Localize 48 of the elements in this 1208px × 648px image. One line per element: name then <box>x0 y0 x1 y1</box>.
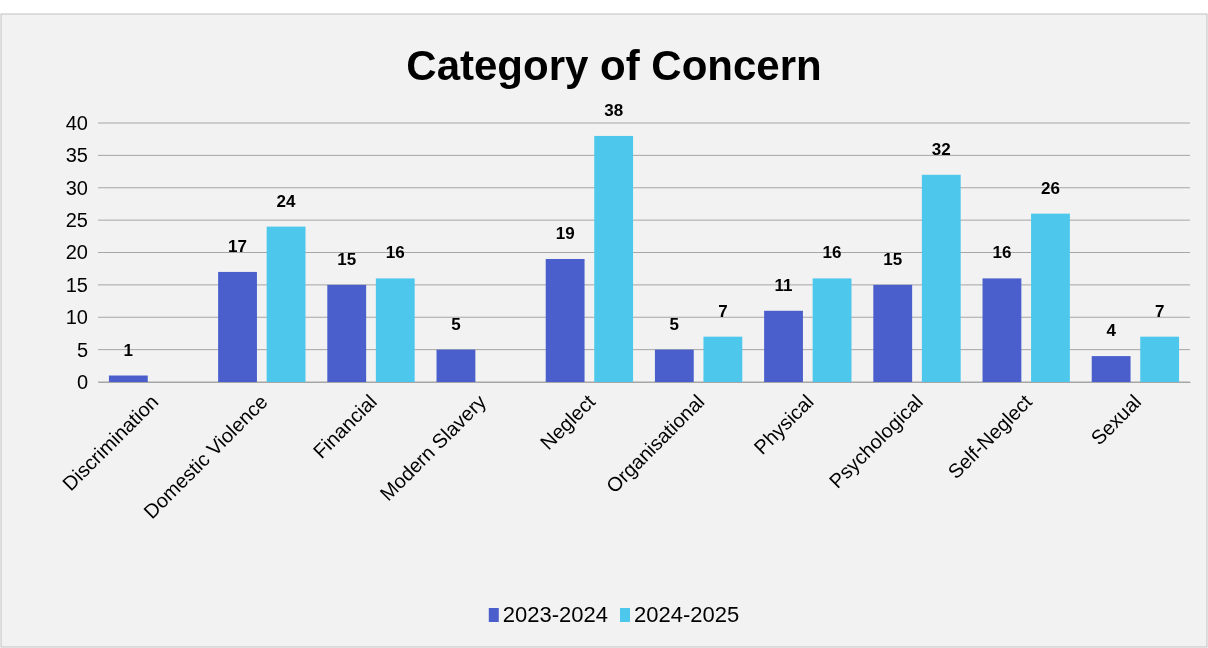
data-label: 38 <box>604 100 624 120</box>
legend-label: 2023-2024 <box>502 602 608 627</box>
bar <box>812 278 852 382</box>
data-label: 4 <box>1106 321 1117 341</box>
data-label: 5 <box>669 314 680 334</box>
bar <box>218 271 257 382</box>
data-label: 15 <box>337 249 357 269</box>
bar <box>654 349 694 382</box>
bar <box>545 258 585 382</box>
data-label: 7 <box>1154 301 1165 321</box>
y-tick-label: 25 <box>65 209 88 232</box>
data-label: 5 <box>451 314 461 334</box>
data-label: 15 <box>883 249 903 269</box>
y-tick-label: 35 <box>65 144 88 167</box>
data-label: 16 <box>992 243 1012 263</box>
data-label: 1 <box>123 340 134 360</box>
legend-label: 2024-2025 <box>634 602 740 627</box>
bar <box>982 278 1022 382</box>
data-label: 26 <box>1041 178 1060 198</box>
bar <box>873 284 913 382</box>
bar <box>266 226 306 382</box>
y-tick-label: 5 <box>76 338 88 361</box>
data-label: 19 <box>555 223 575 243</box>
data-label: 24 <box>276 191 297 211</box>
data-label: 7 <box>718 301 728 321</box>
y-tick-label: 0 <box>76 370 88 393</box>
data-label: 16 <box>822 243 842 263</box>
bar <box>1031 213 1070 382</box>
bar <box>1140 336 1180 382</box>
bar <box>108 375 148 382</box>
y-tick-label: 30 <box>65 176 88 199</box>
data-label: 17 <box>228 236 247 256</box>
y-tick-label: 20 <box>65 241 88 264</box>
bar <box>921 174 961 382</box>
y-tick-label: 10 <box>65 306 88 329</box>
y-tick-label: 40 <box>65 111 88 134</box>
data-label: 11 <box>774 275 793 295</box>
data-label: 32 <box>931 139 951 159</box>
bar <box>1091 356 1131 382</box>
chart-title: Category of Concern <box>406 42 822 89</box>
bar <box>436 349 476 382</box>
data-label: 16 <box>385 243 405 263</box>
bar <box>764 310 803 382</box>
bar <box>703 336 743 382</box>
y-tick-label: 15 <box>65 273 88 296</box>
bar <box>327 284 367 382</box>
bar <box>594 135 634 382</box>
bar <box>375 278 415 382</box>
